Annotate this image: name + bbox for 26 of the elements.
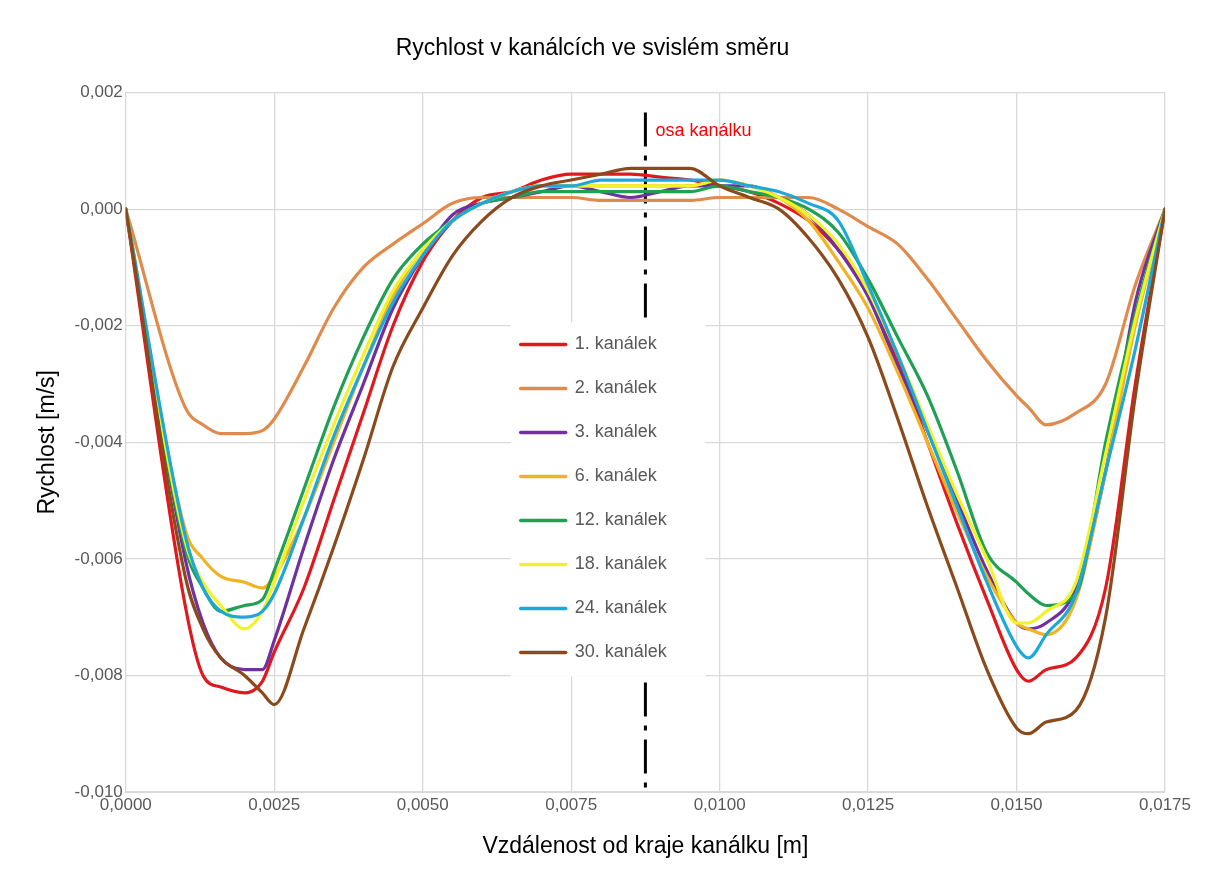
legend-label: 3. kanálek (574, 421, 658, 442)
x-tick-label: 0,0125 (842, 794, 895, 814)
x-tick-label: 0,0150 (990, 794, 1043, 814)
y-tick-label: -0,006 (74, 548, 123, 568)
y-tick-label: -0,002 (74, 315, 123, 335)
x-axis-title: Vzdálenost od kraje kanálku [m] (482, 831, 809, 858)
y-tick-label: 0,000 (80, 198, 123, 218)
x-tick-label: 0,0175 (1139, 794, 1191, 814)
line-series (125, 195, 1165, 436)
legend-label: 2. kanálek (574, 377, 658, 398)
legend-label: 12. kanálek (574, 509, 668, 530)
legend-label: 6. kanálek (574, 465, 658, 486)
x-tick-label: 0,0100 (693, 794, 746, 814)
y-tick-label: -0,008 (74, 665, 123, 685)
x-tick-label: 0,0025 (248, 794, 301, 814)
x-tick-label: 0,0050 (396, 794, 449, 814)
legend-label: 18. kanálek (574, 553, 668, 574)
y-tick-label: -0,004 (74, 431, 123, 451)
y-tick-label: 0,002 (80, 82, 123, 102)
legend-label: 1. kanálek (574, 333, 658, 354)
y-axis-title: Rychlost [m/s] (33, 370, 60, 515)
legend-label: 30. kanálek (574, 641, 668, 662)
legend-label: 24. kanálek (574, 597, 668, 618)
x-tick-label: 0,0075 (545, 794, 598, 814)
ref-line-label: osa kanálku (655, 119, 752, 140)
chart-title: Rychlost v kanálcích ve svislém směru (395, 34, 790, 61)
